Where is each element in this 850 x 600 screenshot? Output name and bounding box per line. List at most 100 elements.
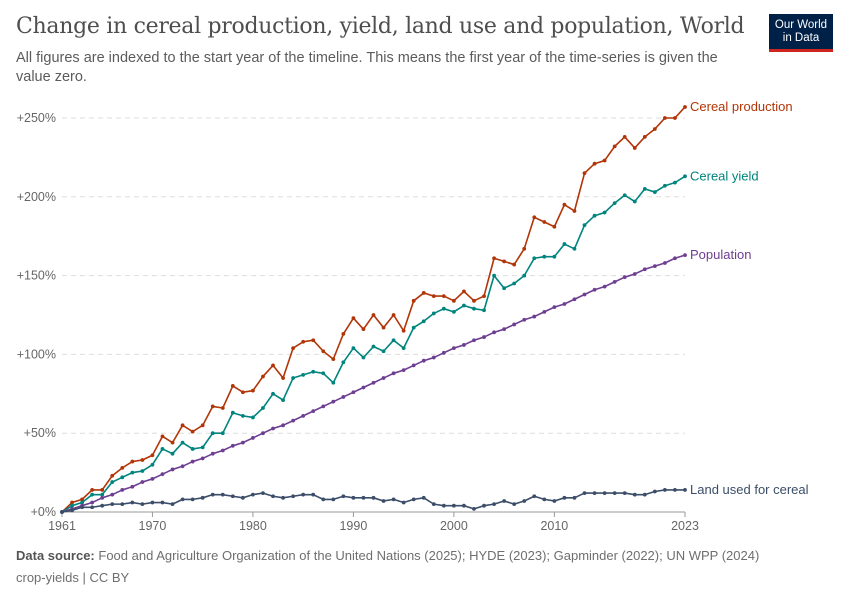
data-point <box>240 440 245 445</box>
data-point <box>351 495 356 500</box>
data-point <box>120 488 125 492</box>
data-point <box>190 429 195 434</box>
data-point <box>652 190 657 194</box>
data-point <box>552 254 557 259</box>
data-point <box>321 497 326 502</box>
data-point <box>60 510 64 514</box>
data-point <box>401 368 406 373</box>
data-point <box>683 488 687 492</box>
data-point <box>441 350 446 355</box>
data-point <box>683 105 687 109</box>
data-point <box>482 308 486 313</box>
data-point <box>421 291 426 295</box>
data-point <box>572 297 577 302</box>
data-point <box>522 317 527 322</box>
owid-logo[interactable]: Our World in Data <box>769 14 833 52</box>
data-point <box>240 495 245 500</box>
data-point <box>351 316 356 321</box>
data-point <box>90 500 95 505</box>
data-point <box>150 477 155 481</box>
data-point <box>170 502 175 507</box>
logo-text: Our World in Data <box>774 19 828 44</box>
data-point <box>522 273 527 278</box>
data-point <box>371 495 376 500</box>
data-point <box>532 314 537 319</box>
data-point <box>411 298 416 303</box>
data-point <box>642 187 647 191</box>
data-point <box>411 325 416 330</box>
data-point <box>190 459 195 464</box>
data-point <box>502 259 507 264</box>
data-point <box>150 453 155 458</box>
data-point <box>90 505 95 510</box>
data-point <box>311 492 316 497</box>
data-point <box>632 199 637 204</box>
data-point <box>271 391 275 396</box>
data-point <box>663 183 667 188</box>
data-point <box>110 480 115 484</box>
data-point <box>632 146 637 150</box>
data-point <box>522 499 527 503</box>
series-label: Land used for cereal <box>690 482 809 497</box>
data-point <box>291 494 296 499</box>
data-point <box>542 220 547 224</box>
source-text: Food and Agriculture Organization of the… <box>98 548 760 563</box>
series-label: Cereal yield <box>690 168 759 183</box>
data-point <box>462 289 466 294</box>
data-point <box>361 327 366 332</box>
data-point <box>632 492 637 497</box>
data-point <box>381 349 386 354</box>
data-point <box>80 497 84 502</box>
data-point <box>401 346 406 350</box>
data-point <box>341 395 346 399</box>
data-point <box>381 376 386 380</box>
data-point <box>361 495 366 500</box>
data-point <box>512 262 517 267</box>
data-point <box>441 306 446 311</box>
data-point <box>673 116 677 120</box>
data-point <box>100 492 105 497</box>
data-point <box>673 180 677 185</box>
data-point <box>230 410 235 415</box>
data-point <box>160 472 165 477</box>
data-point <box>401 500 406 505</box>
data-point <box>251 415 255 420</box>
data-point <box>130 484 135 489</box>
data-point <box>502 327 507 332</box>
data-point <box>351 390 356 395</box>
data-point <box>482 503 486 508</box>
data-point <box>482 335 486 339</box>
data-point <box>100 488 105 492</box>
data-point <box>200 495 205 500</box>
data-point <box>170 440 175 445</box>
data-point <box>110 473 115 478</box>
data-point <box>341 360 346 365</box>
data-point <box>180 464 185 469</box>
data-point <box>230 494 235 499</box>
data-point <box>240 390 245 395</box>
data-point <box>140 469 145 473</box>
data-point <box>622 193 627 198</box>
data-point <box>230 443 235 448</box>
data-point <box>200 423 205 428</box>
data-point <box>391 371 396 376</box>
data-point <box>381 499 386 503</box>
data-point <box>251 492 255 497</box>
data-point <box>562 495 567 500</box>
data-point <box>552 305 557 310</box>
data-point <box>622 275 627 280</box>
data-point <box>472 306 476 311</box>
data-point <box>572 246 577 251</box>
data-point <box>612 280 617 284</box>
data-point <box>200 456 205 461</box>
data-point <box>130 500 135 505</box>
data-point <box>160 434 165 439</box>
data-point <box>632 272 637 276</box>
data-point <box>331 497 336 502</box>
data-point <box>120 465 125 470</box>
data-point <box>281 398 285 403</box>
data-point <box>90 492 95 497</box>
data-point <box>251 388 255 393</box>
x-tick-label: 1990 <box>339 519 367 533</box>
